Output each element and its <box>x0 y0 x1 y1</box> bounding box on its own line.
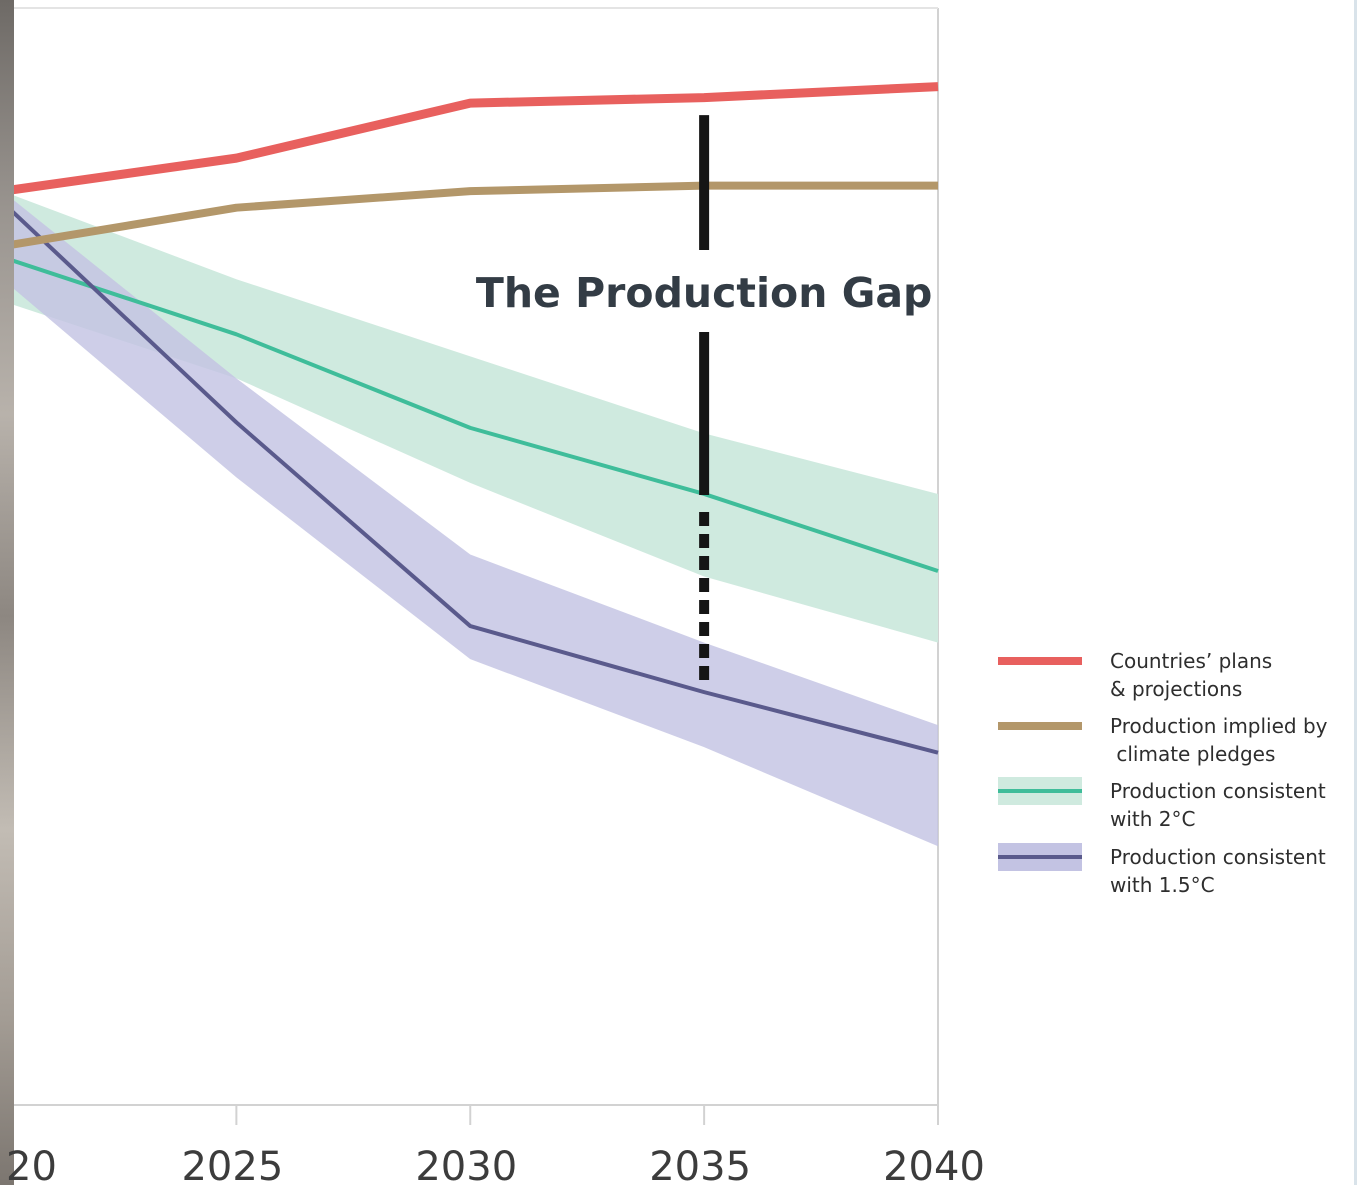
legend-label-pledges: Production implied by climate pledges <box>1110 714 1328 766</box>
x-tick-label-2020: 20 <box>6 1144 57 1185</box>
series-line-pledges <box>14 181 938 249</box>
x-tick-label-2040: 2040 <box>883 1144 985 1185</box>
legend: Countries’ plans & projections Production … <box>998 649 1328 897</box>
page-border <box>1354 0 1357 1185</box>
confidence-bands <box>14 195 938 847</box>
x-tick-label-2030: 2030 <box>415 1144 517 1185</box>
background-photo-strip <box>0 0 14 1185</box>
legend-label-two: Production consistent with 2°C <box>1110 779 1326 831</box>
production-gap-annotation: The Production Gap <box>476 115 932 682</box>
x-tick-label-2035: 2035 <box>649 1144 751 1185</box>
legend-label-plans: Countries’ plans & projections <box>1110 649 1272 701</box>
x-tick-label-2025: 2025 <box>181 1144 283 1185</box>
series-lines <box>14 82 939 755</box>
series-line-plans <box>14 82 939 195</box>
x-axis-ticks: 20 2025 2030 2035 2040 <box>6 1105 985 1185</box>
band-two <box>14 195 938 643</box>
band-onefive <box>14 200 938 847</box>
legend-label-onefive: Production consistent with 1.5°C <box>1110 845 1326 897</box>
production-gap-label: The Production Gap <box>476 269 932 317</box>
